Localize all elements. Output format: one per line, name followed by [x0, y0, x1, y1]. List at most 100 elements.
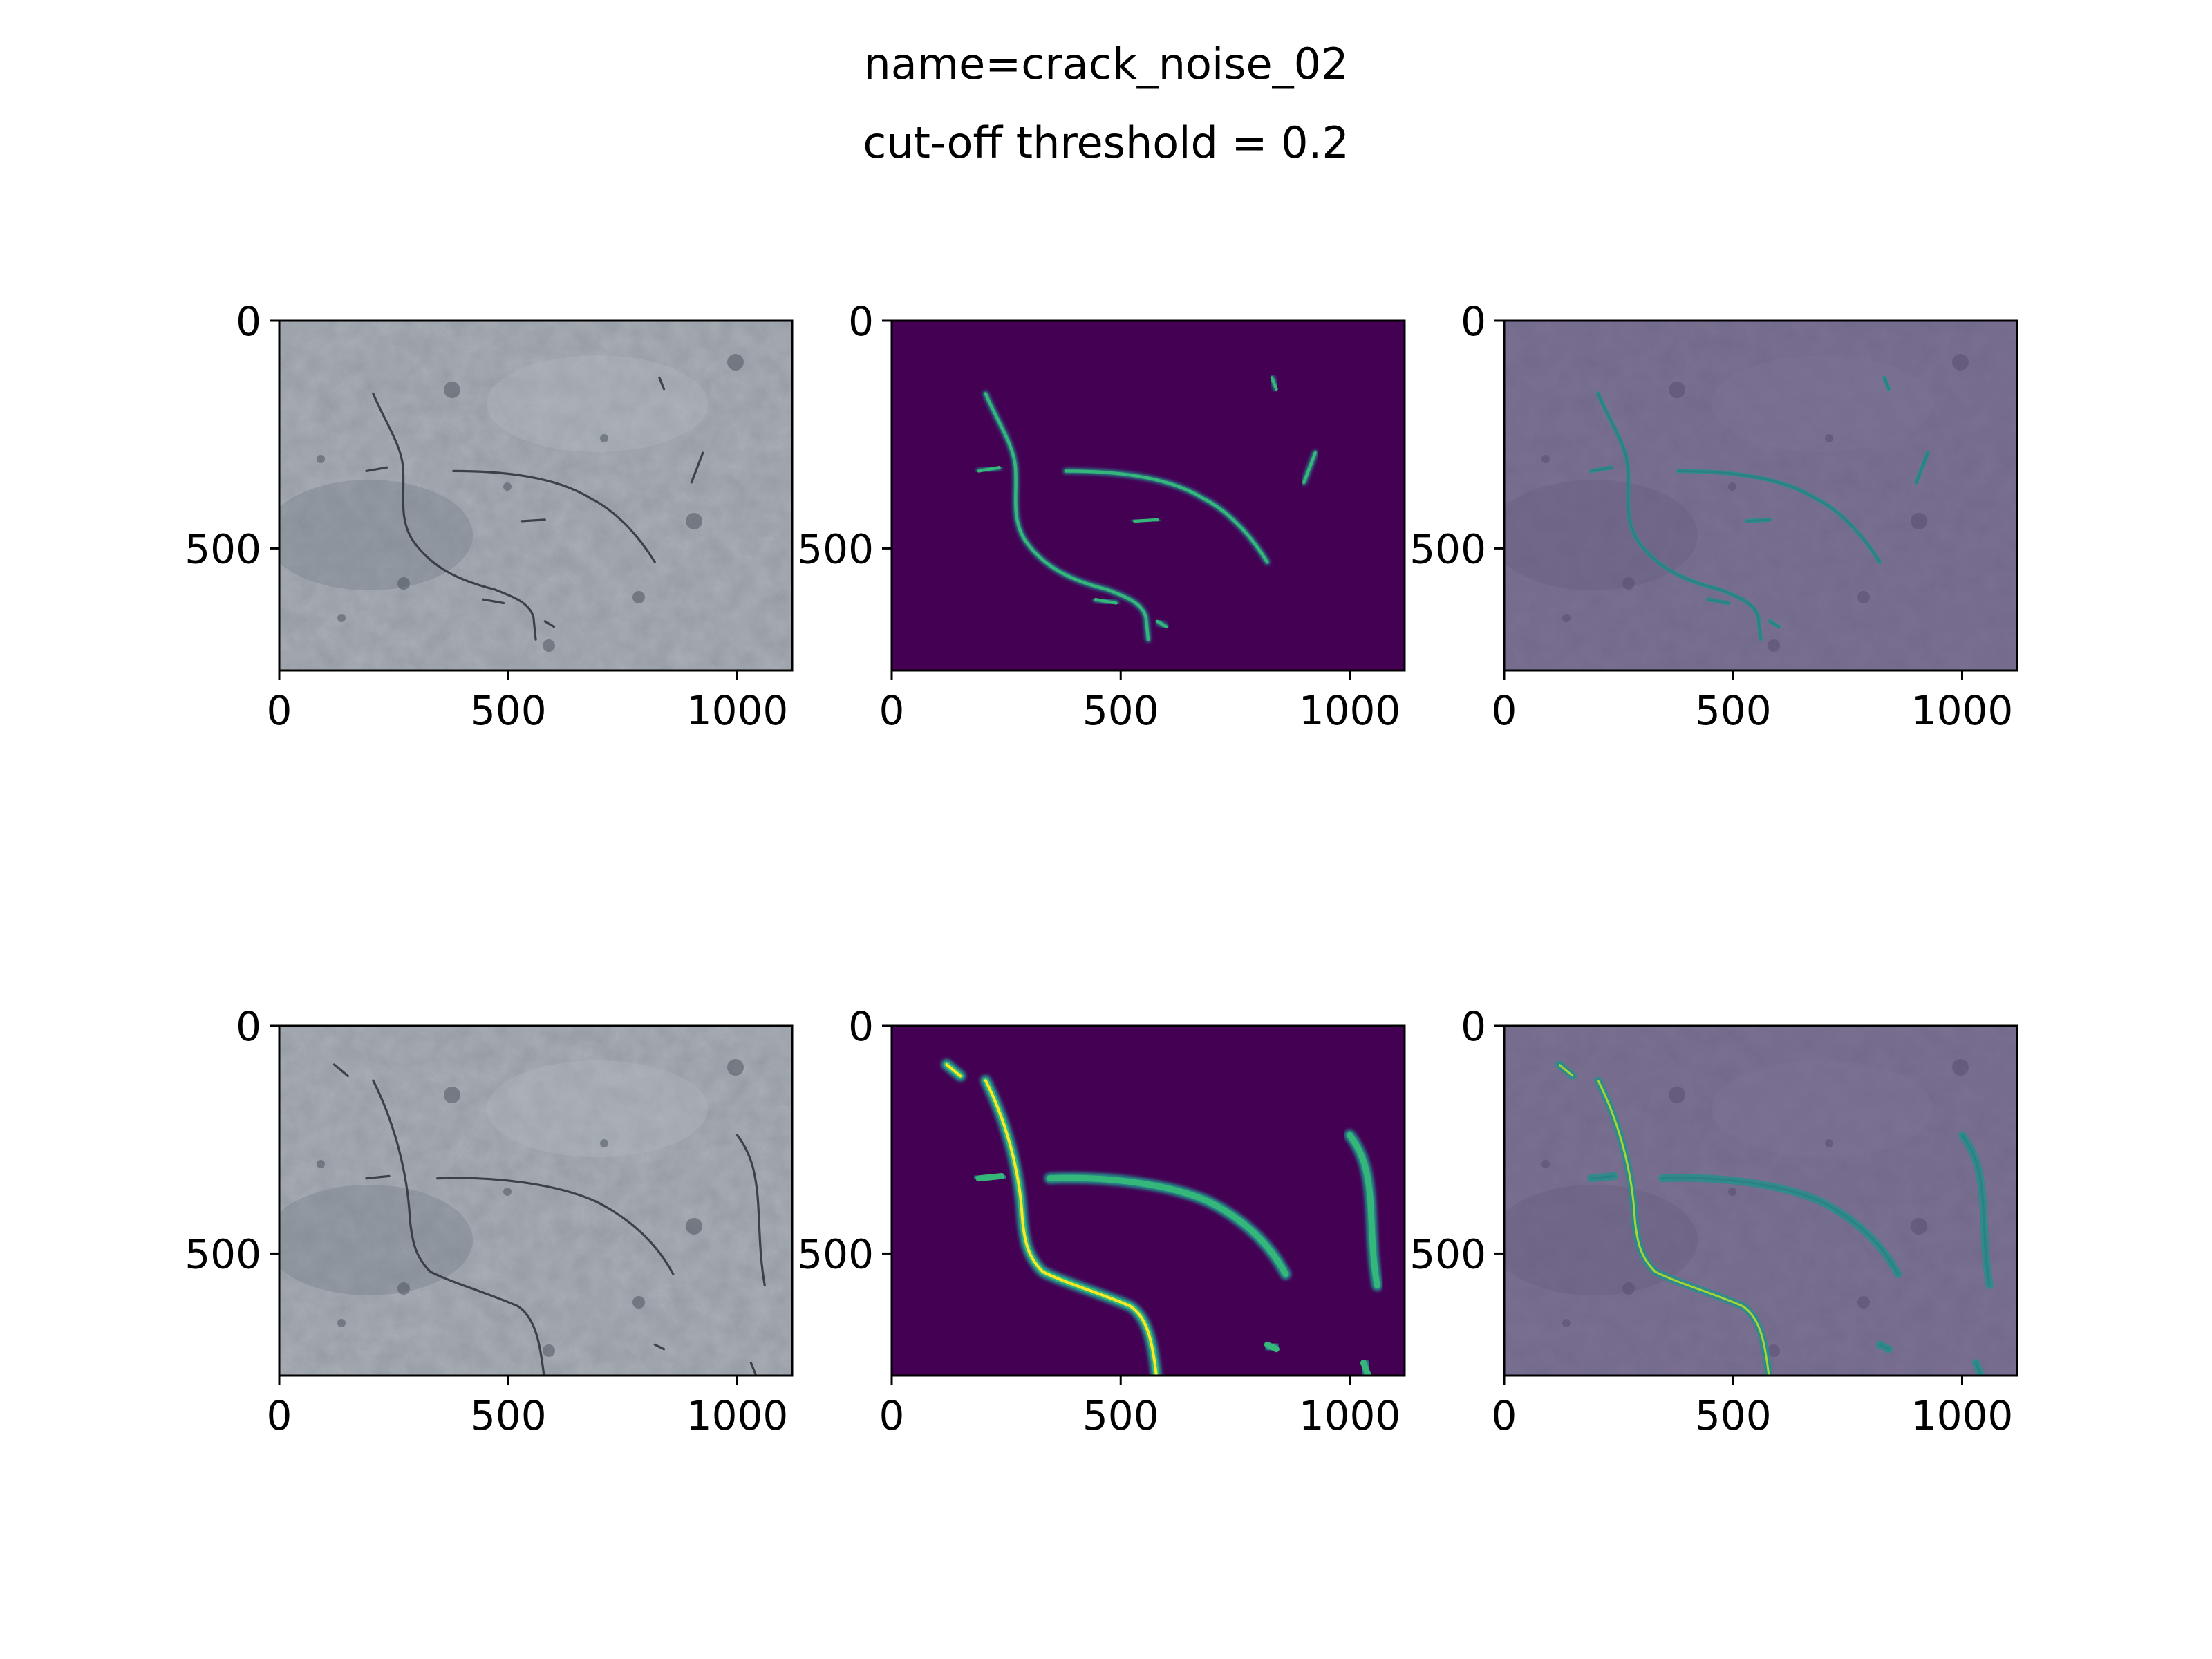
stone-pore [727, 1059, 744, 1076]
stone-pore [397, 1282, 410, 1295]
overlay-crack [1745, 517, 1772, 523]
y-tick-label: 0 [848, 1003, 874, 1050]
x-tick-label: 1000 [686, 687, 789, 734]
overlay-crack [1658, 1174, 1902, 1278]
panel-image [892, 1026, 1405, 1376]
crack-line [452, 469, 656, 563]
overlay-crack [1971, 1359, 1985, 1376]
panel-image [279, 321, 792, 671]
stone-pore [543, 1344, 555, 1357]
stone-pore [337, 1319, 346, 1327]
crack-line [436, 1177, 675, 1275]
mask-background [892, 321, 1405, 671]
stone-pore [600, 1139, 608, 1147]
panel-image [1504, 1026, 2017, 1376]
overlay-crack [1882, 375, 1891, 391]
stone-pore [632, 1296, 645, 1309]
crack-line [482, 598, 505, 605]
stone-pore [444, 1087, 460, 1103]
panel-image [1504, 321, 2017, 671]
x-tick-label: 0 [267, 687, 292, 734]
stone-pore [632, 591, 645, 603]
stone-pore [503, 482, 512, 491]
stone-pore [503, 1188, 512, 1196]
x-tick-label: 500 [1082, 687, 1159, 734]
crack-line [690, 451, 704, 484]
panel-overlay-top: 0 500 1000 0 500 [1409, 298, 2018, 734]
stone-pore [727, 354, 744, 371]
mask-crack [1064, 469, 1269, 564]
x-tick-label: 500 [1695, 1392, 1772, 1439]
figure-title: name=crack_noise_02 [863, 39, 1348, 89]
mask-crack [1132, 518, 1159, 523]
crack-line [521, 518, 546, 523]
y-tick-label: 0 [236, 298, 261, 345]
y-tick-label: 500 [1409, 1230, 1486, 1277]
stone-highlight [487, 355, 708, 452]
overlay-crack [1676, 469, 1882, 565]
mask-crack [1347, 1132, 1380, 1288]
stone-pore [444, 382, 460, 398]
y-tick-label: 500 [797, 525, 874, 572]
overlay-crack-core [1558, 1063, 1770, 1376]
x-tick-label: 1000 [686, 1392, 789, 1439]
axes-frame [278, 319, 794, 672]
mask-crack [977, 466, 1001, 473]
stone-shade [279, 1185, 473, 1295]
mask-crack [984, 392, 1150, 641]
x-tick-label: 0 [879, 1392, 905, 1439]
stone-highlight [487, 1060, 708, 1157]
x-tick-label: 500 [470, 1392, 547, 1439]
y-tick-label: 500 [1409, 525, 1486, 572]
mask-crack [1270, 376, 1278, 391]
panel-prediction-bottom: 0 500 1000 0 500 [797, 1003, 1406, 1439]
y-tick-label: 0 [1461, 1003, 1486, 1050]
stone-pore [317, 1160, 325, 1168]
crack-line [749, 1362, 757, 1376]
y-tick-label: 0 [236, 1003, 261, 1050]
stone-pore [600, 434, 608, 442]
stone-pore [337, 614, 346, 622]
panel-image [892, 321, 1405, 671]
crack-line [543, 620, 556, 628]
stone-pore [543, 639, 555, 652]
mask-crack [975, 1173, 1005, 1182]
mask-crack [1264, 1341, 1280, 1353]
overlay-crack [1595, 391, 1763, 642]
crack-line [372, 392, 537, 641]
overlay-crack [1768, 619, 1781, 629]
crack-line [332, 1063, 545, 1376]
x-tick-label: 500 [1082, 1392, 1159, 1439]
overlay-tint [1504, 321, 2017, 671]
crack-line [658, 376, 666, 391]
y-tick-label: 0 [848, 298, 874, 345]
figure-subtitle: cut-off threshold = 0.2 [863, 118, 1349, 168]
x-tick-label: 0 [879, 687, 905, 734]
stone-grain [279, 321, 792, 671]
overlay-crack [1588, 465, 1614, 474]
overlay-crack [1958, 1131, 1994, 1289]
x-tick-label: 0 [267, 1392, 292, 1439]
axes-frame [1503, 319, 2018, 672]
overlay-crack [1875, 1340, 1893, 1353]
x-tick-label: 1000 [1299, 1392, 1401, 1439]
overlay-tint [1504, 1026, 2017, 1376]
mask-crack [1047, 1174, 1289, 1277]
mask-crack [1360, 1360, 1371, 1376]
x-tick-label: 500 [1695, 687, 1772, 734]
crack-line [735, 1134, 766, 1287]
x-tick-label: 1000 [1299, 687, 1401, 734]
stone-pore [317, 455, 325, 463]
y-tick-label: 500 [185, 1230, 261, 1277]
mask-crack [1156, 619, 1168, 628]
stone-pore [686, 513, 702, 529]
stone-grain [279, 1026, 792, 1376]
crack-line [653, 1343, 666, 1351]
panel-prediction-top: 0 500 1000 0 500 [797, 298, 1406, 734]
mask-background [892, 1026, 1405, 1376]
panel-image [279, 1026, 792, 1376]
panel-original-image-bottom: 0 500 1000 0 500 [185, 1003, 794, 1439]
stone-pore [686, 1218, 702, 1235]
x-tick-label: 1000 [1911, 687, 2014, 734]
crack-line [365, 466, 388, 472]
